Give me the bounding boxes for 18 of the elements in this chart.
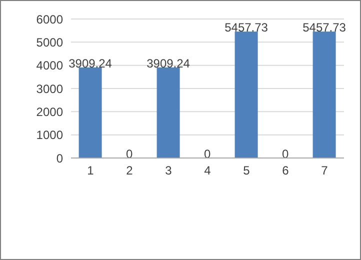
y-tick-label: 2000 bbox=[36, 104, 64, 119]
y-tick-label: 0 bbox=[56, 151, 64, 166]
data-label: 5457.73 bbox=[224, 20, 268, 35]
y-tick-label: 1000 bbox=[36, 128, 64, 142]
x-tick-label: 6 bbox=[282, 164, 290, 178]
x-tick-label: 5 bbox=[243, 164, 250, 178]
data-label: 5457.73 bbox=[302, 20, 346, 35]
x-tick-label: 7 bbox=[321, 164, 328, 178]
y-tick-label: 6000 bbox=[36, 12, 64, 26]
x-tick-label: 1 bbox=[87, 164, 94, 178]
x-tick-label: 2 bbox=[126, 164, 134, 178]
x-tick-label: 4 bbox=[204, 164, 212, 178]
data-label: 3909.24 bbox=[68, 56, 112, 71]
data-label: 3909.24 bbox=[146, 56, 190, 71]
x-tick-label: 3 bbox=[165, 164, 172, 178]
y-tick-label: 3000 bbox=[36, 82, 64, 96]
y-tick-label: 5000 bbox=[36, 35, 64, 50]
y-tick-label: 4000 bbox=[36, 58, 64, 73]
